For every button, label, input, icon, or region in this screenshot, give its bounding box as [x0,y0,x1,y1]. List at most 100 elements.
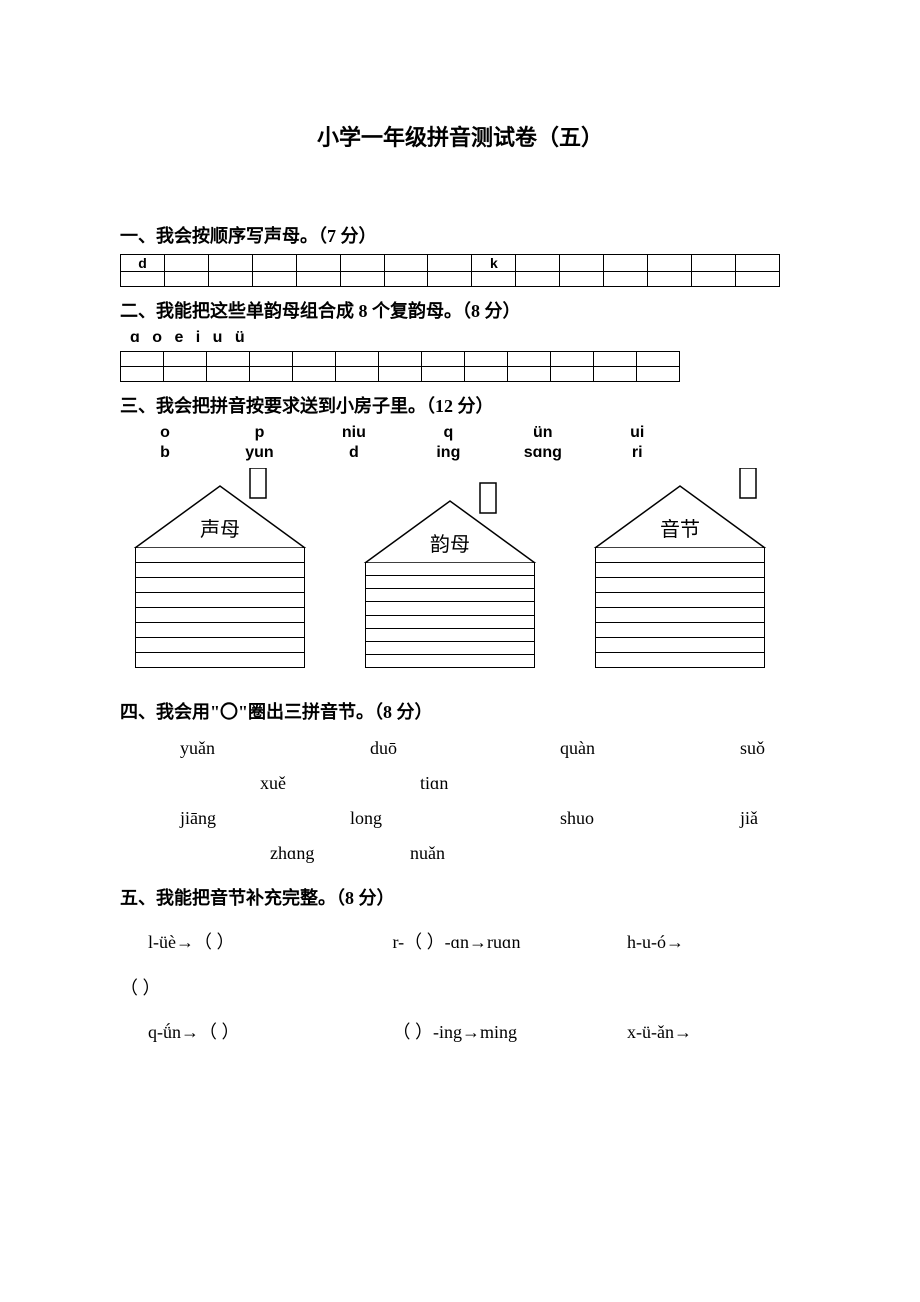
q1-cell [165,255,209,272]
q3-item: ui [592,424,682,442]
q4-item: duō [370,738,560,759]
house-label: 声母 [200,518,240,541]
q4-item: suǒ [740,738,765,759]
q2-grid [120,351,680,382]
q2-cell [336,367,379,382]
q3-item: yun [214,444,304,462]
page-root: 小学一年级拼音测试卷（五） 一、我会按顺序写声母。（7 分） d k 二、我能把… [0,0,920,1124]
q1-cell [252,255,296,272]
q3-item: ri [592,444,682,462]
q2-cell [293,367,336,382]
q4-heading: 四、我会用"〇"圈出三拼音节。（8 分） [120,698,800,724]
q4-item: quàn [560,738,740,759]
q2-cell [422,367,465,382]
q3-heading: 三、我会把拼音按要求送到小房子里。（12 分） [120,392,800,418]
houses-row: 声母 韵母 音节 [120,468,800,668]
q3-item: q [403,424,493,442]
q1-cell [296,255,340,272]
house-body [365,563,535,668]
q2-cell [508,352,551,367]
q2-cell [250,367,293,382]
q1-cell [692,272,736,287]
q4-rowB: xuě tiɑn [120,773,800,794]
house-roof-icon: 声母 [120,468,320,548]
q1-cell [735,272,779,287]
q3-row1: o p niu q ün ui [120,424,800,442]
q1-cell [472,272,516,287]
q1-cell [648,255,692,272]
q2-cell [164,367,207,382]
q1-cell [384,255,428,272]
q4-item: long [350,808,560,829]
house-yunmu: 韵母 [350,468,550,668]
q1-cell [648,272,692,287]
q5-frag: x-ü-ǎn→ [627,1022,692,1042]
q1-cell [209,272,253,287]
q1-cell [428,255,472,272]
q2-cell [551,352,594,367]
q5-frag: q-ǘn→（ ） [148,1014,388,1050]
q4-item: yuǎn [180,738,370,759]
q1-cell [692,255,736,272]
q2-cell [250,352,293,367]
q1-cell [516,255,560,272]
q2-cell [207,352,250,367]
q1-cell [252,272,296,287]
q2-cell [336,352,379,367]
q4-item: nuǎn [410,843,445,864]
q4-item: shuo [560,808,740,829]
q1-cell [165,272,209,287]
q3-item: b [120,444,210,462]
q1-cell [340,272,384,287]
q3-item: o [120,424,210,442]
q1-cell [560,255,604,272]
q1-cell [121,272,165,287]
house-body [595,548,765,668]
q5-heading: 五、我能把音节补充完整。（8 分） [120,884,800,910]
q1-cell [384,272,428,287]
q5-line2: q-ǘn→（ ） （ ）-ing→ming x-ü-ǎn→ [148,1014,800,1050]
house-roof-icon: 韵母 [350,468,550,563]
q2-cell [594,367,637,382]
house-body [135,548,305,668]
q5-frag: （ ）-ing→ming [393,1014,623,1050]
q1-cell [516,272,560,287]
q2-cell [551,367,594,382]
q1-grid: d k [120,254,780,287]
q1-cell [428,272,472,287]
house-label: 音节 [660,518,700,541]
q2-cell [508,367,551,382]
q4-item: tiɑn [420,773,448,794]
q2-cell [465,352,508,367]
q2-cell [379,352,422,367]
q4-item: zhɑng [270,843,410,864]
q2-cell [121,367,164,382]
q1-cell [735,255,779,272]
q3-item: ün [498,424,588,442]
q5-frag: h-u-ó→ [627,932,684,952]
q1-cell: d [121,255,165,272]
q3-item: ing [403,444,493,462]
q1-cell [604,272,648,287]
q2-letters: ɑ o e i u ü [130,329,800,347]
house-roof-icon: 音节 [580,468,780,548]
q5-line1: l-üè→（ ） r-（ ）-ɑn→ruɑn h-u-ó→ [148,924,800,960]
house-shengmu: 声母 [120,468,320,668]
q3-item: d [309,444,399,462]
house-label: 韵母 [430,533,470,556]
q1-heading: 一、我会按顺序写声母。（7 分） [120,222,800,248]
q2-cell [637,367,680,382]
q5-line1-paren: （ ） [120,974,800,1000]
q1-cell [296,272,340,287]
q4-rowC: jiāng long shuo jiǎ [120,808,800,829]
q3-row2: b yun d ing sɑng ri [120,444,800,462]
q3-item: niu [309,424,399,442]
q2-cell [121,352,164,367]
q3-item: p [214,424,304,442]
q3-item: sɑng [498,444,588,462]
q4-rowD: zhɑng nuǎn [120,843,800,864]
q2-cell [379,367,422,382]
q4-rowA: yuǎn duō quàn suǒ [120,738,800,759]
q2-cell [422,352,465,367]
q1-cell [560,272,604,287]
